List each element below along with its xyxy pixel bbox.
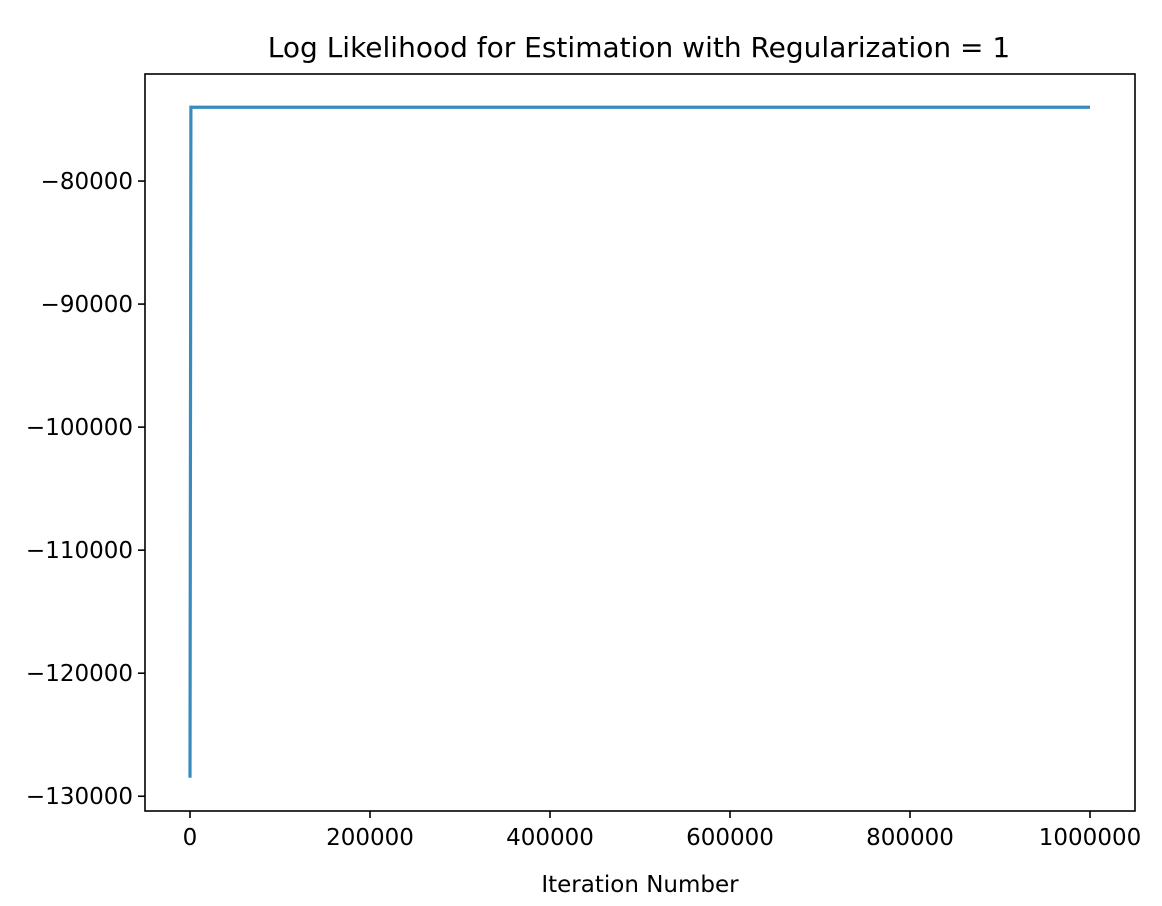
x-axis-title: Iteration Number: [541, 872, 739, 898]
y-axis: −80000 −90000 −100000 −110000 −120000 −130000: [26, 169, 145, 810]
x-tick-label: 600000: [686, 825, 774, 851]
x-tick-label: 800000: [866, 825, 954, 851]
chart-title: Log Likelihood for Estimation with Regul…: [268, 31, 1010, 64]
series-line-0: [188, 105, 1090, 778]
y-tick-label: −130000: [26, 784, 133, 810]
y-tick-label: −100000: [26, 415, 133, 441]
y-tick-label: −80000: [41, 169, 133, 195]
y-tick-label: −110000: [26, 538, 133, 564]
x-axis: 0 200000 400000 600000 800000 1000000: [183, 811, 1141, 851]
y-tick-label: −120000: [26, 661, 133, 687]
y-tick-label: −90000: [41, 292, 133, 318]
x-tick-label: 200000: [326, 825, 414, 851]
series-layer: [188, 105, 1090, 778]
x-tick-label: 0: [183, 825, 198, 851]
x-tick-label: 1000000: [1039, 825, 1141, 851]
x-tick-label: 400000: [506, 825, 594, 851]
plot-area: [144, 73, 1136, 812]
